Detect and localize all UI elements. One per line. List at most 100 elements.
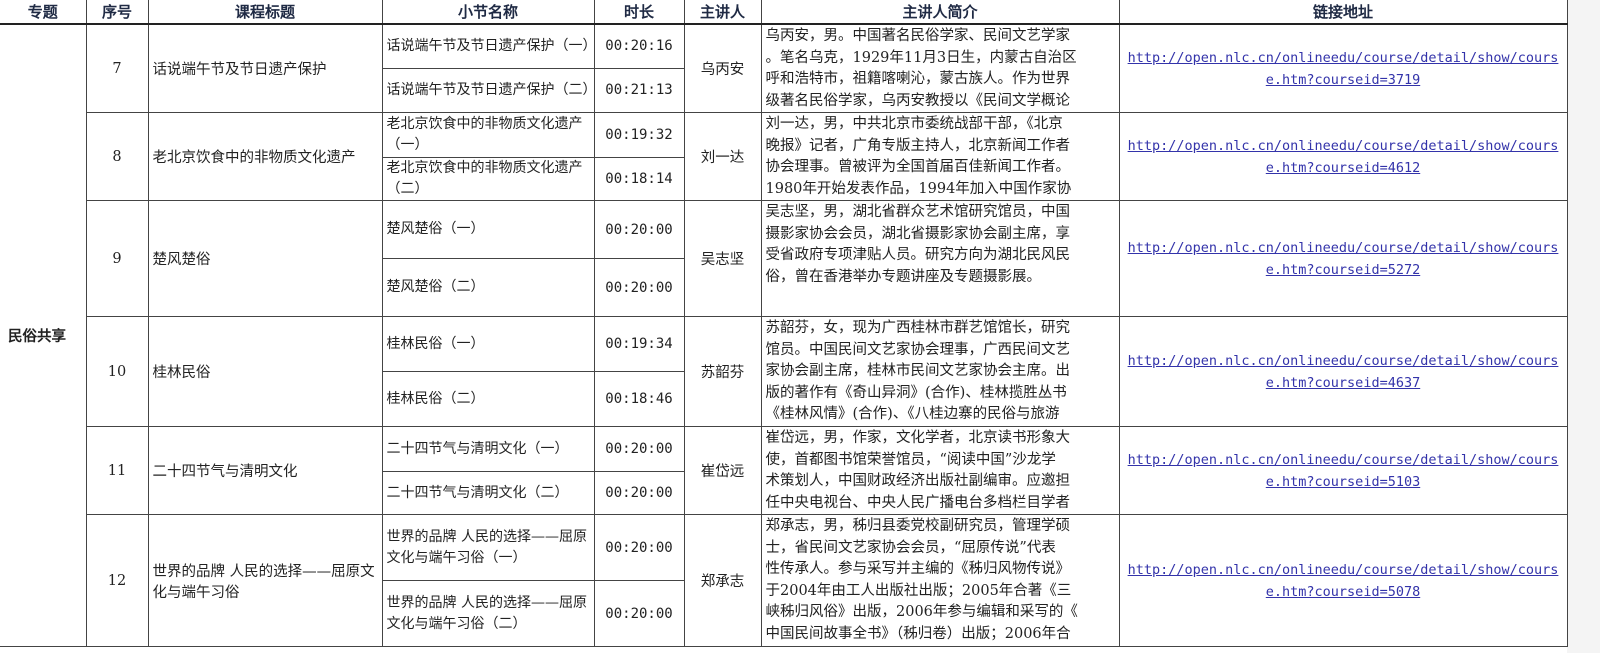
section-name: 老北京饮食中的非物质文化遗产（一） [381, 112, 595, 158]
section-name: 楚风楚俗（二） [381, 258, 595, 317]
course-table: 专题 序号 课程标题 小节名称 时长 主讲人 主讲人简介 链接地址 民俗共享 7 话说端午节及节日… [0, 0, 1568, 647]
intro-line: 士，省民间文艺家协会会员，“屈原传说”代表 [765, 539, 1056, 556]
section-duration: 00:18:46 [593, 371, 685, 427]
course-number: 11 [85, 426, 149, 515]
section-duration: 00:20:00 [593, 425, 685, 473]
course-title: 老北京饮食中的非物质文化遗产 [147, 112, 383, 201]
topic-cell: 民俗共享 [0, 23, 87, 647]
intro-line: 性传承人。参与采写并主编的《秭归风物传说》 [765, 561, 1071, 577]
section-duration: 00:21:13 [593, 67, 685, 114]
table-row: 8 老北京饮食中的非物质文化遗产 老北京饮食中的非物质文化遗产（一） 00:19:32… [0, 112, 1568, 201]
intro-line: 苏韶芬，女，现为广西桂林市群艺馆馆长，研究 [765, 320, 1071, 336]
table-row: 楚风楚俗（二） 00:20:00 [0, 258, 1567, 317]
lecturer-name: 郑承志 [683, 514, 762, 647]
intro-line: 晚报》记者，广角专版主持人，北京新闻工作者 [765, 137, 1071, 154]
section-name: 二十四节气与清明文化（一） [381, 425, 595, 473]
intro-line: 中国民间故事全书》（秭归卷）出版；2006年合 [765, 625, 1071, 642]
section-name: 桂林民俗（二） [381, 371, 595, 427]
intro-line: 崔岱远，男，作家，文化学者，北京读书形象大 [765, 430, 1071, 446]
course-link[interactable]: http://open.nlc.cn/onlineedu/course/deta… [1127, 137, 1559, 176]
intro-line: 郑承志，男，秭归县委党校副研究员，管理学硕 [765, 518, 1071, 534]
header-topic: 专题 [0, 0, 87, 25]
table-row: 桂林民俗（二） 00:18:46 [0, 371, 1567, 427]
course-number: 12 [85, 514, 149, 647]
course-title: 桂林民俗 [147, 316, 383, 427]
section-name: 话说端午节及节日遗产保护（一） [381, 23, 595, 69]
lecturer-name: 刘一达 [683, 112, 762, 201]
table-row: 话说端午节及节日遗产保护（二） 00:21:13 [0, 67, 1567, 114]
course-title: 话说端午节及节日遗产保护 [147, 23, 383, 113]
intro-line: 俗，曾在香港举办专题讲座及专题摄影展。 [765, 268, 1042, 285]
course-link[interactable]: http://open.nlc.cn/onlineedu/course/deta… [1127, 49, 1559, 88]
intro-line: 呼和浩特市，祖籍喀喇沁，蒙古族人。作为世界 [765, 71, 1071, 87]
course-title: 二十四节气与清明文化 [147, 426, 383, 515]
intro-line: 乌丙安，男。中国著名民俗学家、民间文艺学家 [765, 28, 1071, 44]
course-number: 8 [85, 112, 149, 201]
course-link[interactable]: http://open.nlc.cn/onlineedu/course/deta… [1127, 239, 1559, 278]
intro-line: 刘一达，男，中共北京市委统战部干部，《北京 [765, 116, 1063, 132]
section-duration: 00:20:16 [593, 23, 685, 69]
section-duration: 00:20:00 [593, 200, 685, 259]
lecturer-name: 吴志坚 [683, 200, 762, 317]
intro-line: 吴志坚，男，湖北省群众艺术馆研究馆员，中国 [765, 204, 1071, 220]
course-link[interactable]: http://open.nlc.cn/onlineedu/course/deta… [1127, 352, 1559, 391]
section-name: 楚风楚俗（一） [381, 200, 595, 259]
intro-line: 家协会副主席，桂林市民间文艺家协会主席。出 [765, 363, 1071, 379]
course-link-cell: http://open.nlc.cn/onlineedu/course/deta… [1118, 200, 1568, 317]
lecturer-name: 乌丙安 [683, 23, 762, 113]
header-number: 序号 [85, 0, 149, 25]
intro-line: 摄影家协会会员，湖北省摄影家协会副主席，享 [765, 225, 1071, 242]
section-name: 老北京饮食中的非物质文化遗产（二） [381, 156, 595, 201]
header-course-title: 课程标题 [147, 0, 383, 25]
lecturer-intro: 刘一达，男，中共北京市委统战部干部，《北京 晚报》记者，广角专版主持人，北京新闻工… [760, 112, 1120, 201]
course-link[interactable]: http://open.nlc.cn/onlineedu/course/deta… [1127, 451, 1559, 490]
table-row: 11 二十四节气与清明文化 二十四节气与清明文化（一） 00:20:00 崔岱远 崔岱远，… [0, 425, 1568, 515]
header-section-name: 小节名称 [381, 0, 595, 25]
intro-line: 使，首都图书馆荣誉馆员，“阅读中国”沙龙学 [765, 451, 1056, 468]
course-title: 世界的品牌 人民的选择——屈原文化与端午习俗 [147, 514, 383, 647]
intro-line: 术策划人，中国财政经济出版社副编审。应邀担 [765, 473, 1071, 489]
header-link: 链接地址 [1118, 0, 1568, 25]
course-title: 楚风楚俗 [147, 200, 383, 317]
intro-line: 级著名民俗学家，乌丙安教授以《民间文学概论 [765, 92, 1071, 109]
table-row: 民俗共享 7 话说端午节及节日遗产保护 话说端午节及节日遗产保护（一） 00:20:16… [0, 23, 1568, 647]
intro-line: 。笔名乌克，1929年11月3日生，内蒙古自治区 [765, 49, 1077, 66]
course-number: 10 [85, 316, 149, 427]
header-row: 专题 序号 课程标题 小节名称 时长 主讲人 主讲人简介 链接地址 [0, 0, 1568, 25]
section-duration: 00:20:00 [593, 471, 685, 515]
course-link-cell: http://open.nlc.cn/onlineedu/course/deta… [1118, 426, 1568, 515]
section-name: 二十四节气与清明文化（二） [381, 471, 595, 515]
lecturer-name: 崔岱远 [683, 426, 762, 515]
course-link-cell: http://open.nlc.cn/onlineedu/course/deta… [1118, 316, 1568, 427]
table-row: 世界的品牌 人民的选择——屈原文化与端午习俗（二） 00:20:00 [0, 580, 1567, 647]
lecturer-intro: 乌丙安，男。中国著名民俗学家、民间文艺学家 。笔名乌克，1929年11月3日生，内… [760, 23, 1120, 113]
lecturer-intro: 苏韶芬，女，现为广西桂林市群艺馆馆长，研究 馆员。中国民间文艺家协会理事，广西民间… [760, 316, 1120, 427]
lecturer-name: 苏韶芬 [683, 316, 762, 427]
intro-line: 于2004年由工人出版社出版；2005年合著《三 [765, 582, 1072, 599]
section-duration: 00:20:00 [593, 580, 685, 647]
intro-line: 版的著作有《奇山异洞》(合作)、桂林揽胜丛书 [765, 384, 1067, 401]
course-link-cell: http://open.nlc.cn/onlineedu/course/deta… [1118, 112, 1568, 201]
section-duration: 00:18:14 [593, 156, 685, 201]
section-duration: 00:19:34 [593, 316, 685, 372]
course-link-cell: http://open.nlc.cn/onlineedu/course/deta… [1118, 514, 1568, 647]
lecturer-intro: 崔岱远，男，作家，文化学者，北京读书形象大 使，首都图书馆荣誉馆员，“阅读中国”沙… [760, 426, 1120, 515]
intro-line: 峡秭归风俗》出版，2006年参与编辑和采写的《 [765, 604, 1078, 620]
course-link[interactable]: http://open.nlc.cn/onlineedu/course/deta… [1127, 561, 1559, 600]
intro-line: 馆员。中国民间文艺家协会理事，广西民间文艺 [765, 341, 1071, 358]
section-name: 世界的品牌 人民的选择——屈原文化与端午习俗（一） [381, 514, 595, 581]
course-number: 9 [85, 200, 149, 317]
section-duration: 00:19:32 [593, 112, 685, 158]
intro-line: 任中央电视台、中央人民广播电台多档栏目学者 [765, 494, 1071, 511]
header-lecturer: 主讲人 [683, 0, 762, 25]
table-row: 12 世界的品牌 人民的选择——屈原文化与端午习俗 世界的品牌 人民的选择——屈原文… [0, 514, 1568, 647]
intro-line: 协会理事。曾被评为全国首届百佳新闻工作者。 [765, 159, 1071, 175]
lecturer-intro: 郑承志，男，秭归县委党校副研究员，管理学硕 士，省民间文艺家协会会员，“屈原传说”… [760, 514, 1120, 647]
table-row: 老北京饮食中的非物质文化遗产（二） 00:18:14 [0, 156, 1567, 201]
section-duration: 00:20:00 [593, 258, 685, 317]
course-number: 7 [85, 23, 149, 113]
section-name: 话说端午节及节日遗产保护（二） [381, 67, 595, 114]
header-lecturer-intro: 主讲人简介 [760, 0, 1120, 25]
intro-line: 受省政府专项津贴人员。研究方向为湖北民风民 [765, 247, 1071, 263]
section-duration: 00:20:00 [593, 514, 685, 581]
